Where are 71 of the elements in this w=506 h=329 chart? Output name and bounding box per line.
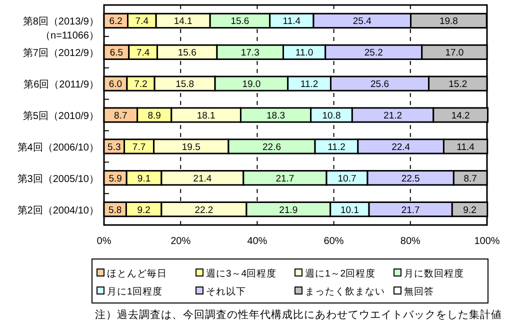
legend-label: 月に1回程度	[107, 286, 162, 298]
data-label: 15.8	[176, 79, 194, 90]
data-label: 25.6	[370, 79, 390, 90]
data-label: 8.7	[464, 173, 477, 184]
x-tick-label: 60%	[324, 236, 344, 247]
data-label: 7.4	[135, 16, 149, 28]
data-label: 25.2	[364, 48, 383, 59]
data-label: 19.0	[242, 79, 261, 90]
y-tick-label: 第6回（2011/9）	[24, 78, 99, 91]
y-tick-label: 第5回（2010/9）	[22, 110, 99, 122]
data-label: 17.3	[240, 48, 260, 59]
data-label: 9.2	[137, 204, 150, 216]
data-label: 5.8	[108, 204, 122, 216]
text: 注）過去調査は、今回調査の性年代構成比にあわせてウエイトバックをした集計値	[95, 308, 502, 321]
data-label: 21.7	[401, 204, 420, 216]
data-label: 21.4	[193, 173, 212, 184]
data-label: 7.7	[132, 142, 146, 153]
data-label: 21.2	[384, 110, 402, 122]
data-label: 15.6	[230, 16, 250, 28]
data-label: 6.0	[108, 79, 122, 90]
data-label: 8.7	[114, 110, 128, 122]
data-label: 11.4	[456, 142, 474, 153]
data-label: 8.9	[148, 110, 161, 122]
data-label: 18.3	[266, 110, 286, 122]
data-label: 21.9	[279, 204, 298, 216]
legend-label: まったく飲まない	[305, 286, 385, 298]
y-tick-label: 第4回（2006/10）	[17, 141, 99, 154]
legend-label: 週に1～2回程度	[305, 268, 376, 280]
data-label: 5.3	[108, 142, 121, 153]
data-label: 11.4	[282, 16, 301, 28]
data-label: 14.1	[174, 16, 192, 28]
x-tick-label: 100%	[474, 236, 500, 247]
y-tick-label: 第7回（2012/9）	[22, 47, 99, 60]
x-tick-label: 40%	[247, 236, 268, 247]
data-label: 10.7	[338, 173, 356, 184]
x-tick-label: 80%	[400, 236, 421, 247]
data-label: 18.1	[196, 110, 216, 122]
data-label: 22.2	[194, 204, 214, 216]
data-label: 6.5	[110, 48, 124, 59]
data-label: 10.8	[322, 110, 341, 122]
data-label: 9.1	[137, 173, 151, 184]
data-label: 22.5	[401, 173, 420, 184]
data-label: 22.4	[392, 142, 410, 153]
y-tick-label: 第3回（2005/10）	[17, 172, 99, 185]
data-label: 7.2	[134, 79, 148, 90]
data-label: 21.7	[276, 173, 294, 184]
data-label: 15.6	[178, 48, 196, 59]
data-label: 10.1	[340, 204, 359, 216]
data-label: 11.2	[328, 142, 346, 153]
data-label: 11.2	[300, 79, 318, 90]
x-tick-label: 0%	[96, 236, 112, 247]
data-label: 6.2	[109, 16, 122, 28]
legend-label: 無回答	[404, 286, 434, 298]
data-label: 25.4	[352, 16, 372, 28]
data-label: 22.6	[262, 142, 282, 153]
legend-label: ほとんど毎日	[107, 268, 167, 280]
data-label: 11.0	[295, 48, 314, 59]
y-tick-label: 第2回（2004/10）	[17, 204, 99, 216]
data-label: 15.2	[448, 79, 468, 90]
legend-label: 月に数回程度	[404, 268, 464, 280]
data-label: 5.9	[108, 173, 122, 184]
x-tick-label: 20%	[170, 236, 191, 247]
data-label: 14.2	[451, 110, 470, 122]
data-label: 19.5	[182, 142, 200, 153]
y-tick-label: 第8回（2013/9）（n=11066）	[22, 16, 99, 42]
data-label: 7.4	[136, 48, 150, 59]
data-label: 17.0	[445, 48, 464, 59]
data-label: 9.2	[463, 204, 476, 216]
legend-label: 週に3～4回程度	[206, 268, 277, 280]
data-label: 19.8	[439, 16, 458, 28]
legend-label: それ以下	[206, 286, 246, 298]
